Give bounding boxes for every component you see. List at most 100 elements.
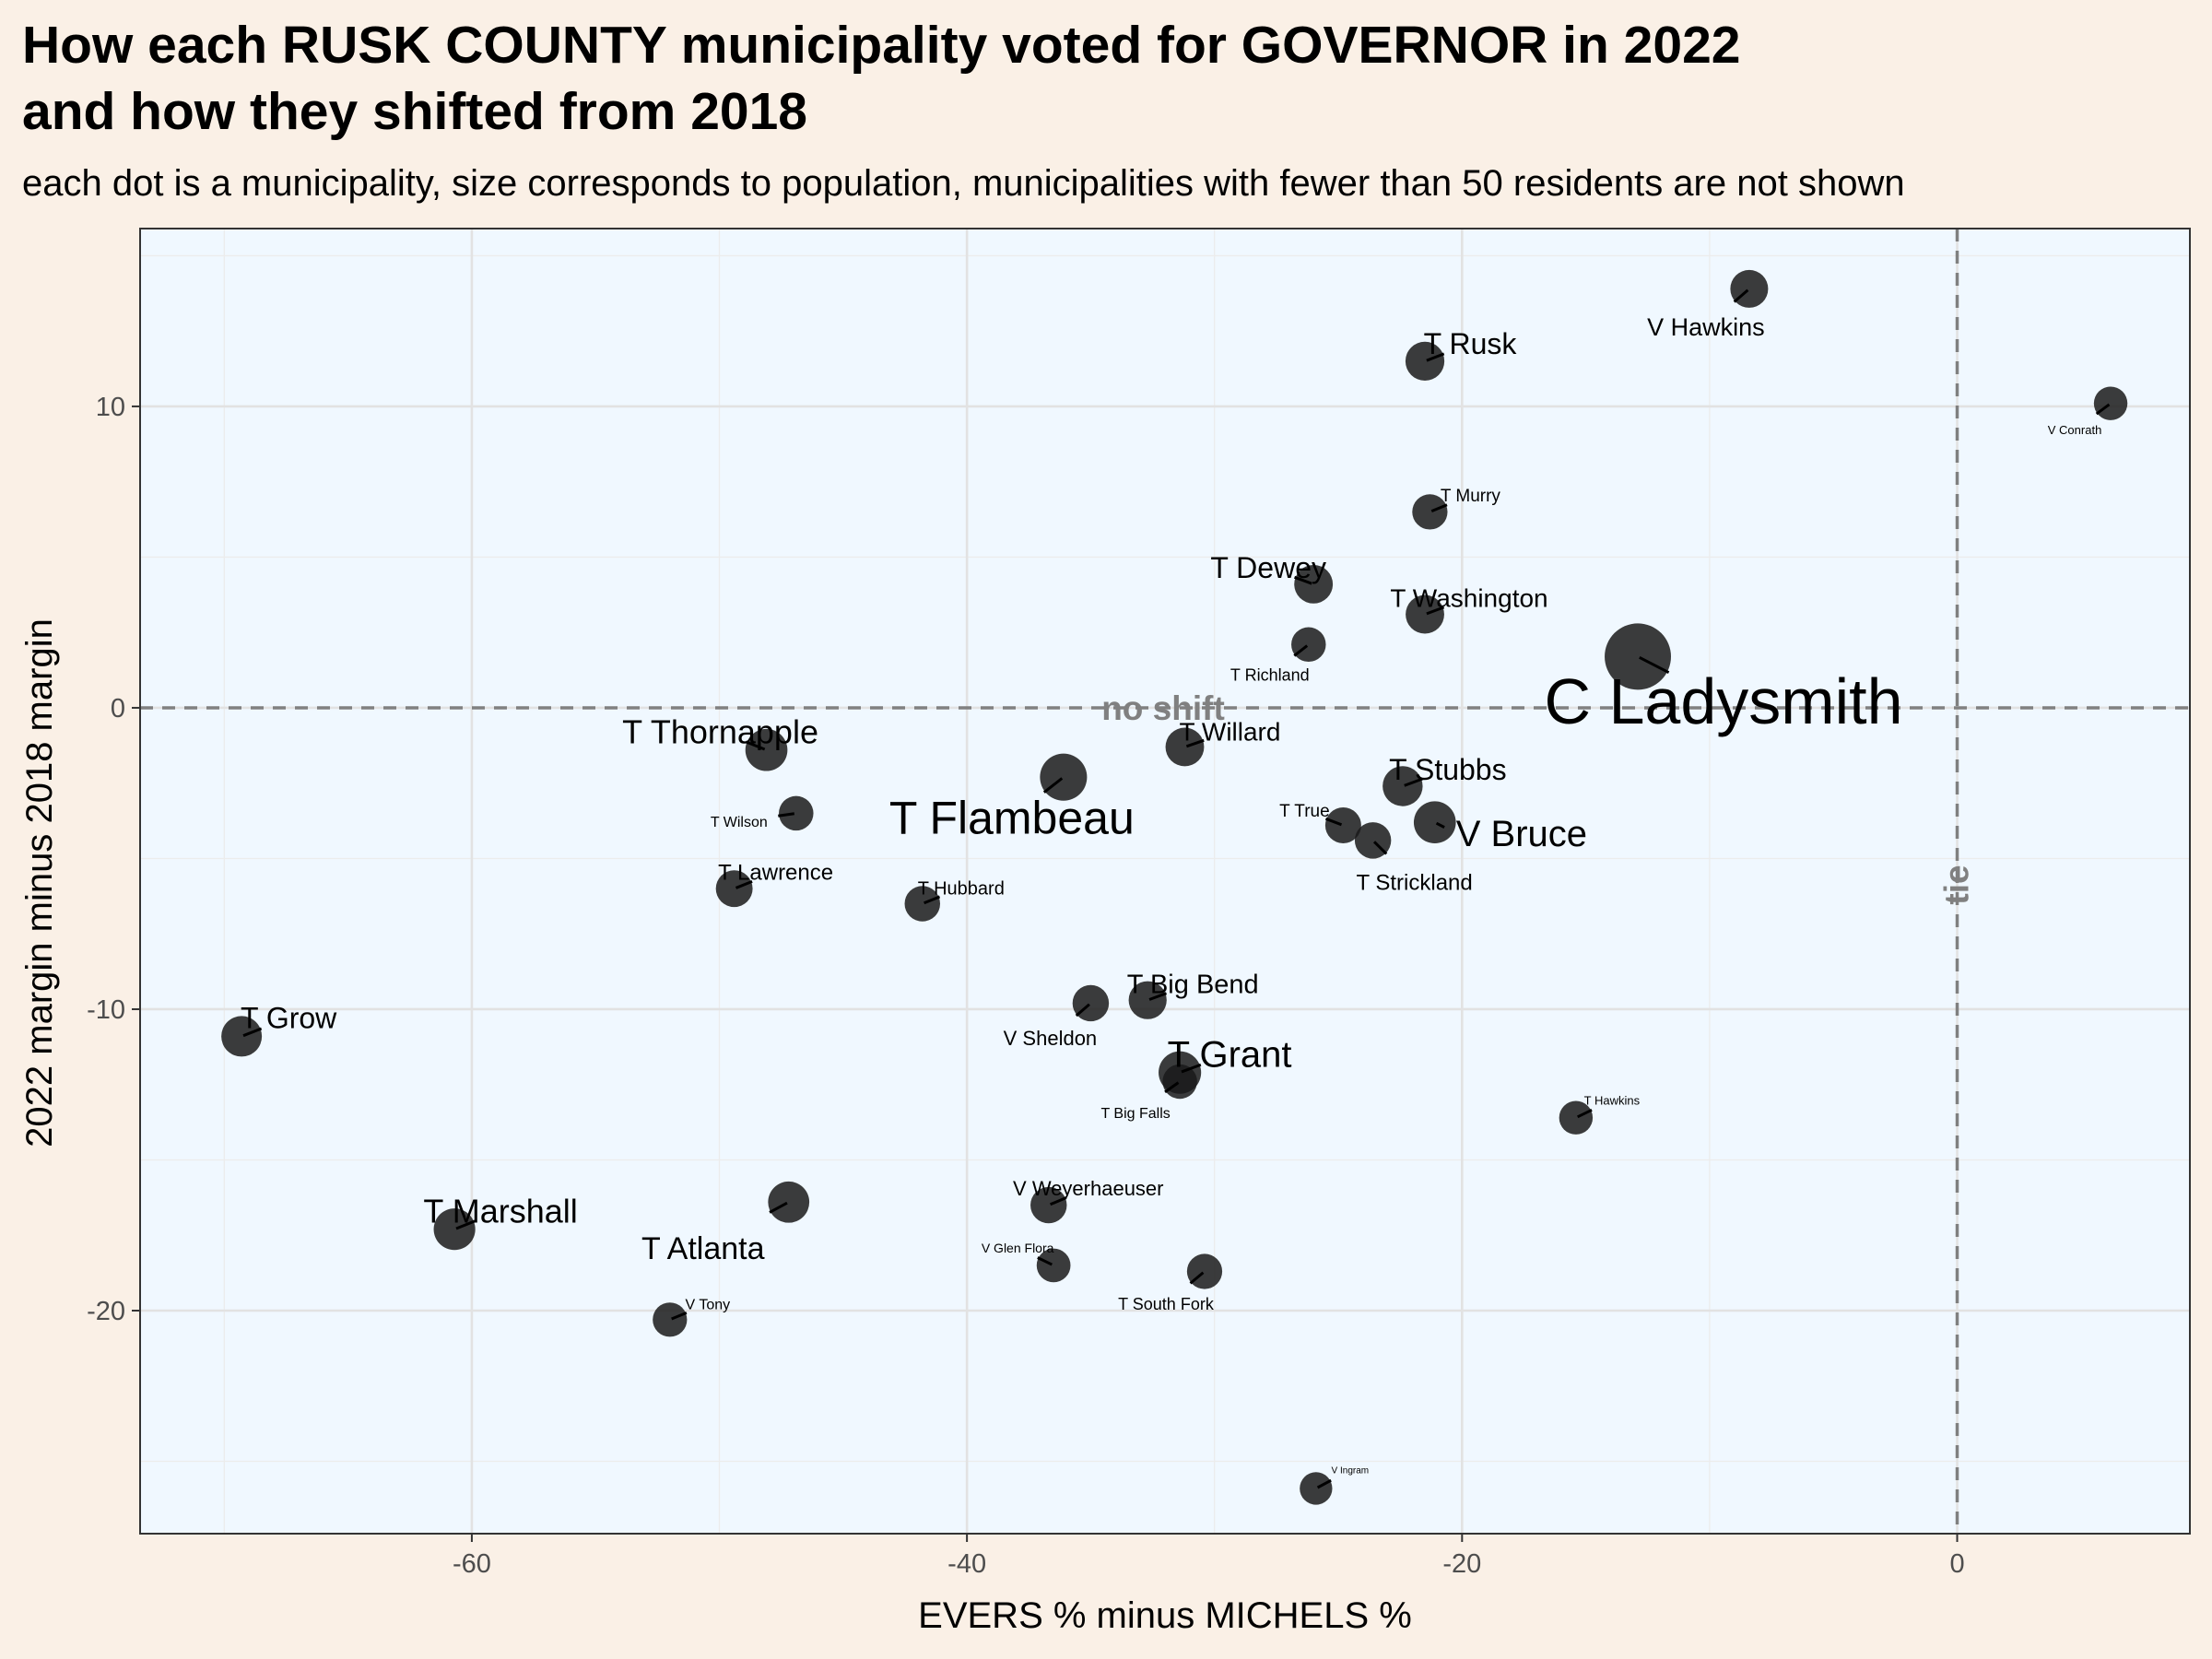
plot-panel [140, 229, 2190, 1534]
point-v-weyerhaeuser [1030, 1186, 1067, 1224]
point-v-glen-flora [1036, 1248, 1071, 1283]
label-v-hawkins: V Hawkins [1647, 313, 1765, 341]
label-v-bruce: V Bruce [1456, 814, 1587, 854]
label-t-grow: T Grow [241, 1002, 337, 1035]
x-tick-label: -20 [1442, 1549, 1481, 1579]
point-labels: C Ladysmith T Flambeau T Grant T Thornapple… [241, 313, 2101, 1477]
label-t-murry: T Murry [1441, 487, 1501, 506]
leader-t-stubbs [1404, 777, 1423, 787]
leader-t-flambeau [1042, 777, 1064, 794]
label-t-marshall: T Marshall [423, 1192, 577, 1230]
y-tick-label: 0 [111, 694, 125, 724]
point-t-richland [1291, 627, 1326, 663]
point-t-washington [1406, 594, 1444, 634]
leader-t-thornapple [745, 740, 766, 751]
point-t-wilson [779, 795, 814, 831]
leader-v-bruce [1435, 821, 1445, 829]
leader-t-true [1324, 817, 1343, 827]
point-t-thornapple [745, 728, 788, 771]
label-t-south-fork: T South Fork [1118, 1295, 1215, 1313]
label-t-richland: T Richland [1230, 666, 1310, 685]
leader-t-richland [1293, 644, 1309, 657]
label-t-flambeau: T Flambeau [889, 793, 1135, 844]
leader-t-hawkins [1577, 1108, 1593, 1119]
leader-t-marshall [455, 1219, 476, 1230]
point-t-big-bend [1128, 981, 1167, 1019]
leader-v-ingram [1316, 1478, 1332, 1489]
leader-t-south-fork [1189, 1271, 1205, 1285]
label-c-ladysmith: C Ladysmith [1545, 665, 1903, 737]
leader-t-wilson [778, 812, 795, 818]
chart-title-line-1: How each RUSK COUNTY municipality voted … [22, 16, 1740, 75]
point-t-marshall [433, 1208, 476, 1251]
point-v-conrath [2093, 386, 2128, 420]
label-t-true: T True [1279, 802, 1330, 821]
leader-t-strickland [1372, 841, 1388, 855]
point-v-ingram [1300, 1472, 1333, 1505]
label-t-stubbs: T Stubbs [1389, 753, 1506, 786]
leader-v-tony [671, 1311, 688, 1321]
label-t-thornapple: T Thornapple [622, 712, 818, 750]
label-v-glen-flora: V Glen Flora [982, 1241, 1054, 1255]
label-t-strickland: T Strickland [1356, 870, 1472, 895]
label-t-wilson: T Wilson [711, 815, 768, 830]
point-t-lawrence [715, 870, 753, 908]
chart-title-line-2: and how they shifted from 2018 [22, 82, 807, 141]
point-t-hawkins [1559, 1100, 1594, 1135]
x-tick-label: -60 [453, 1549, 491, 1579]
leader-t-willard [1185, 738, 1205, 748]
leader-c-ladysmith [1639, 655, 1670, 675]
leader-t-grant [1181, 1063, 1202, 1074]
leader-v-conrath [2095, 403, 2111, 416]
label-v-conrath: V Conrath [2048, 423, 2102, 437]
label-t-hawkins: T Hawkins [1584, 1093, 1641, 1107]
y-tick-label: -20 [87, 1297, 125, 1326]
plot-border [139, 228, 2191, 1535]
leader-v-sheldon [1075, 1003, 1090, 1018]
leader-v-weyerhaeuser [1050, 1196, 1067, 1206]
label-t-atlanta: T Atlanta [641, 1231, 765, 1266]
point-t-willard [1165, 727, 1205, 767]
label-t-grant: T Grant [1168, 1035, 1292, 1076]
point-t-flambeau [1040, 753, 1088, 801]
label-t-rusk: T Rusk [1424, 327, 1518, 360]
leader-v-hawkins [1733, 288, 1749, 303]
point-v-bruce [1413, 801, 1456, 844]
point-t-grow [221, 1016, 263, 1057]
leader-v-glen-flora [1037, 1256, 1053, 1266]
label-v-sheldon: V Sheldon [1004, 1027, 1098, 1050]
point-t-stubbs [1382, 766, 1423, 806]
label-t-lawrence: T Lawrence [718, 861, 833, 886]
leader-t-washington [1426, 606, 1445, 616]
label-t-willard: T Willard [1180, 717, 1281, 746]
chart-subtitle: each dot is a municipality, size corresp… [22, 163, 1905, 204]
label-v-tony: V Tony [685, 1297, 730, 1312]
label-t-hubbard: T Hubbard [918, 879, 1005, 900]
x-axis-title: EVERS % minus MICHELS % [918, 1595, 1412, 1636]
leader-t-dewey [1294, 575, 1312, 585]
leader-t-lawrence [735, 880, 753, 889]
y-tick-label: 10 [96, 393, 125, 422]
y-axis-ticks: 10 0 -10 -20 [87, 393, 140, 1326]
x-tick-label: 0 [1949, 1549, 1964, 1579]
label-v-weyerhaeuser: V Weyerhaeuser [1013, 1177, 1163, 1200]
label-leaders [242, 288, 2111, 1489]
reference-lines: no shift tie [140, 229, 2190, 1534]
y-tick-label: -10 [87, 995, 125, 1025]
data-points [221, 269, 2128, 1505]
x-tick-label: -40 [947, 1549, 986, 1579]
tie-label: tie [1938, 865, 1976, 904]
y-axis-title: 2022 margin minus 2018 margin [19, 618, 60, 1147]
leader-t-atlanta [769, 1201, 788, 1214]
label-t-big-bend: T Big Bend [1127, 970, 1259, 999]
no-shift-label: no shift [1101, 689, 1225, 727]
point-t-murry [1412, 494, 1448, 530]
point-c-ladysmith [1605, 623, 1672, 690]
leader-t-big-falls [1164, 1081, 1180, 1094]
x-axis-ticks: -60 -40 -20 0 [453, 1534, 1965, 1579]
point-t-rusk [1405, 341, 1445, 382]
point-t-true [1324, 807, 1361, 843]
label-t-washington: T Washington [1390, 583, 1547, 612]
leader-t-hubbard [924, 895, 941, 905]
